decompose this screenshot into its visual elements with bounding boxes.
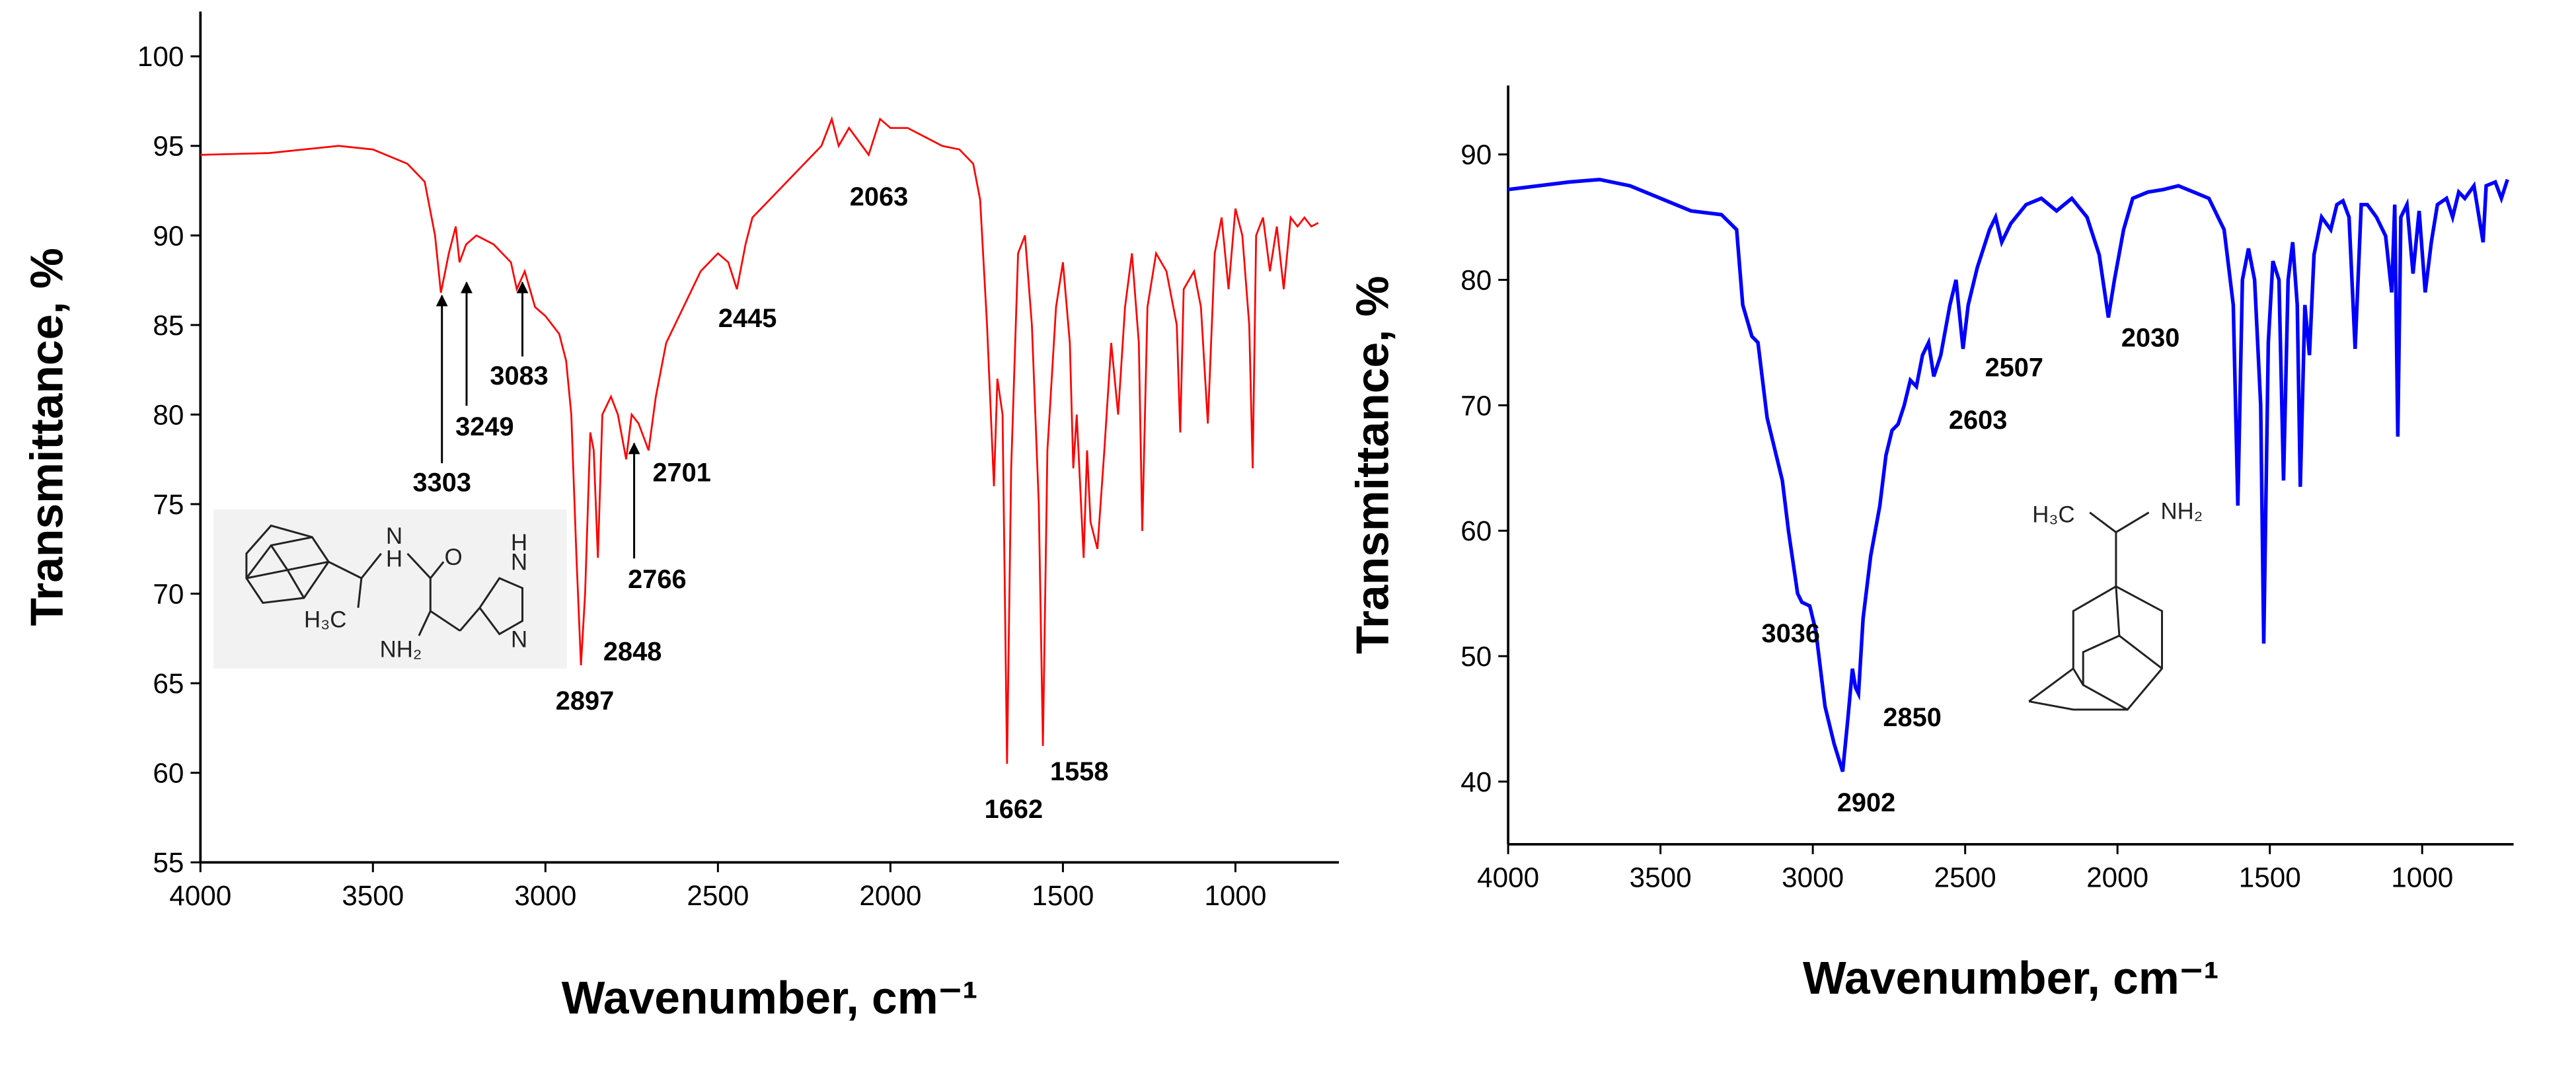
peak-label: 2897	[556, 686, 614, 716]
x-axis-title: Wavenumber, cm⁻¹	[562, 972, 978, 1023]
atom-label: N	[386, 523, 402, 549]
y-tick-label: 95	[153, 131, 184, 162]
peak-label: 3303	[412, 468, 471, 497]
peak-label: 2063	[850, 182, 908, 211]
y-tick-label: 80	[1460, 265, 1492, 296]
atom-label: H₃C	[304, 607, 346, 633]
x-tick-label: 1000	[2391, 862, 2453, 893]
y-tick-label: 40	[1460, 766, 1492, 797]
peak-label: 2701	[652, 458, 710, 487]
x-tick-label: 4000	[1477, 862, 1539, 893]
peak-label: 3036	[1761, 619, 1819, 648]
atom-label: H	[511, 530, 527, 556]
x-tick-label: 2000	[2086, 862, 2148, 893]
spectrum-line	[200, 116, 1319, 764]
atom-label: H₃C	[2032, 502, 2074, 528]
peak-label: 2902	[1837, 788, 1895, 817]
atom-label: N	[511, 627, 527, 653]
y-tick-label: 75	[153, 489, 184, 520]
x-tick-label: 4000	[169, 880, 231, 911]
peak-label: 1558	[1050, 757, 1108, 786]
x-tick-label: 3500	[1630, 862, 1692, 893]
x-axis-title: Wavenumber, cm⁻¹	[1803, 952, 2219, 1004]
peak-label: 2030	[2121, 324, 2179, 353]
x-tick-label: 2000	[859, 880, 921, 911]
structure-right: H₃C NH₂	[2028, 499, 2203, 711]
x-tick-label: 1000	[1204, 880, 1266, 911]
y-tick-label: 65	[153, 668, 184, 699]
y-tick-label: 60	[1460, 515, 1492, 546]
peak-label: 1662	[985, 795, 1043, 824]
y-tick-label: 70	[1460, 390, 1492, 421]
peak-label: 2507	[1985, 353, 2043, 382]
y-axis-title: Transmittance, %	[20, 248, 72, 626]
x-tick-label: 1500	[2239, 862, 2301, 893]
y-tick-label: 80	[153, 399, 184, 430]
y-tick-label: 90	[1460, 139, 1492, 170]
y-tick-label: 60	[153, 758, 184, 789]
x-tick-label: 2500	[1934, 862, 1996, 893]
peak-label: 3249	[455, 412, 513, 441]
peak-label: 2603	[1949, 406, 2007, 435]
atom-label: N	[511, 550, 527, 575]
y-tick-label: 85	[153, 310, 184, 341]
y-tick-label: 55	[153, 847, 184, 878]
atom-label: NH₂	[2160, 499, 2203, 525]
peak-label: 2766	[628, 565, 686, 594]
inset-box	[213, 509, 567, 669]
peak-label: 2848	[603, 637, 662, 666]
y-tick-label: 70	[153, 578, 184, 609]
y-tick-label: 50	[1460, 641, 1492, 672]
x-tick-label: 3500	[342, 880, 404, 911]
peak-label: 2445	[718, 304, 777, 333]
y-axis-title: Transmittance, %	[1347, 276, 1398, 653]
atom-label: H	[386, 546, 402, 572]
peak-label: 2850	[1883, 703, 1941, 732]
spectrum-line	[1507, 177, 2509, 772]
structure-left: N H O H₃C NH₂ N H N	[213, 509, 567, 669]
x-tick-label: 3000	[1782, 862, 1844, 893]
peak-label: 3083	[490, 361, 548, 390]
y-tick-label: 100	[137, 41, 184, 72]
atom-label: NH₂	[380, 636, 422, 662]
x-tick-label: 2500	[687, 880, 749, 911]
y-tick-label: 90	[153, 220, 184, 251]
x-tick-label: 1500	[1032, 880, 1094, 911]
atom-label: O	[445, 544, 463, 570]
x-tick-label: 3000	[514, 880, 576, 911]
